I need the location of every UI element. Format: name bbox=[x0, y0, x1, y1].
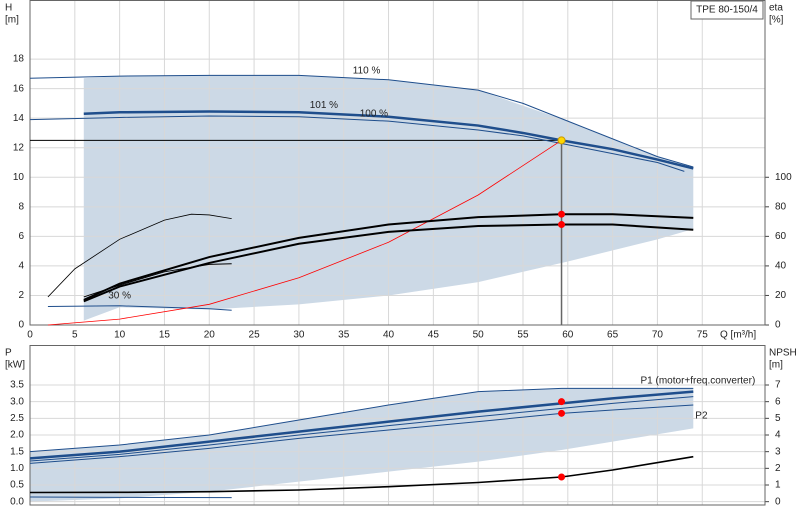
y2-tick-label: 4 bbox=[775, 430, 781, 441]
curve bbox=[29, 390, 694, 460]
curve bbox=[29, 496, 232, 499]
curve bbox=[29, 74, 694, 168]
x-tick-label: 35 bbox=[338, 330, 350, 341]
x-axis-label: Q [m³/h] bbox=[720, 330, 756, 341]
y2-tick-label: 60 bbox=[775, 231, 787, 242]
x-tick-label: 45 bbox=[428, 330, 440, 341]
y-tick-label: 14 bbox=[13, 113, 25, 124]
curve-label: 100 % bbox=[360, 108, 388, 119]
curve bbox=[29, 387, 694, 453]
curve-label: 30 % bbox=[108, 290, 131, 301]
y2-tick-label: 20 bbox=[775, 290, 787, 301]
y2-tick-label: 3 bbox=[775, 446, 781, 457]
curve bbox=[29, 115, 685, 172]
x-tick-label: 30 bbox=[293, 330, 305, 341]
y2-tick-label: 5 bbox=[775, 413, 781, 424]
y2-axis-unit: [m] bbox=[769, 360, 783, 371]
y-tick-label: 1.0 bbox=[10, 463, 24, 474]
y2-tick-label: 1 bbox=[775, 480, 781, 491]
duty-marker bbox=[558, 398, 566, 406]
y-tick-label: 1.5 bbox=[10, 446, 24, 457]
x-tick-label: 65 bbox=[607, 330, 619, 341]
y-tick-label: 3.5 bbox=[10, 380, 24, 391]
curve bbox=[83, 213, 694, 301]
x-tick-label: 20 bbox=[204, 330, 216, 341]
x-tick-label: 0 bbox=[27, 330, 33, 341]
y-axis-label: H bbox=[5, 3, 12, 14]
curve-label: 101 % bbox=[310, 100, 338, 111]
x-tick-label: 55 bbox=[517, 330, 529, 341]
x-tick-label: 5 bbox=[72, 330, 78, 341]
x-tick-label: 25 bbox=[249, 330, 261, 341]
y-tick-label: 16 bbox=[13, 83, 25, 94]
curve bbox=[47, 305, 232, 311]
curve bbox=[83, 110, 694, 170]
x-tick-label: 70 bbox=[652, 330, 664, 341]
duty-marker bbox=[558, 473, 566, 481]
x-tick-label: 75 bbox=[697, 330, 709, 341]
curve bbox=[47, 140, 562, 326]
y2-tick-label: 0 bbox=[775, 320, 781, 331]
y-tick-label: 10 bbox=[13, 172, 25, 183]
title-box bbox=[690, 0, 764, 20]
x-tick-label: 40 bbox=[383, 330, 395, 341]
y-tick-label: 0 bbox=[18, 320, 24, 331]
curve bbox=[83, 223, 694, 303]
plot-frame bbox=[29, 345, 766, 506]
y-tick-label: 2.0 bbox=[10, 430, 24, 441]
y2-tick-label: 0 bbox=[775, 496, 781, 507]
curve bbox=[83, 263, 232, 298]
y2-axis-label: eta bbox=[769, 3, 783, 14]
y-tick-label: 0.5 bbox=[10, 480, 24, 491]
y-tick-label: 3.0 bbox=[10, 396, 24, 407]
curve-label: P2 bbox=[695, 411, 708, 422]
y-tick-label: 12 bbox=[13, 142, 25, 153]
curve bbox=[29, 404, 694, 464]
y2-tick-label: 7 bbox=[775, 380, 781, 391]
curve bbox=[47, 213, 232, 298]
x-tick-label: 60 bbox=[562, 330, 574, 341]
curve bbox=[29, 455, 694, 494]
y-axis-label: P bbox=[5, 348, 12, 359]
y-tick-label: 2.5 bbox=[10, 413, 24, 424]
y-axis-unit: [kW] bbox=[5, 360, 25, 371]
y-tick-label: 2 bbox=[18, 290, 24, 301]
y-axis-unit: [m] bbox=[5, 15, 19, 26]
curve-label: P1 (motor+freq.converter) bbox=[641, 375, 756, 386]
y2-tick-label: 2 bbox=[775, 463, 781, 474]
y2-tick-label: 6 bbox=[775, 396, 781, 407]
y2-tick-label: 80 bbox=[775, 201, 787, 212]
y2-axis-unit: [%] bbox=[769, 15, 784, 26]
x-tick-label: 50 bbox=[473, 330, 485, 341]
operating-point bbox=[557, 136, 566, 145]
chart-title: TPE 80-150/4 bbox=[696, 5, 758, 16]
y2-axis-label: NPSH bbox=[769, 348, 797, 359]
y-tick-label: 8 bbox=[18, 201, 24, 212]
y-tick-label: 18 bbox=[13, 54, 25, 65]
y-tick-label: 6 bbox=[18, 231, 24, 242]
y2-tick-label: 100 bbox=[775, 172, 792, 183]
curve bbox=[29, 396, 694, 462]
x-tick-label: 15 bbox=[159, 330, 171, 341]
duty-marker bbox=[558, 210, 566, 218]
y-tick-label: 4 bbox=[18, 261, 24, 272]
x-tick-label: 10 bbox=[114, 330, 126, 341]
y2-tick-label: 40 bbox=[775, 261, 787, 272]
y-tick-label: 0.0 bbox=[10, 496, 24, 507]
duty-marker bbox=[558, 409, 566, 417]
curve-label: 110 % bbox=[353, 65, 381, 76]
duty-marker bbox=[558, 221, 566, 229]
plot-frame bbox=[29, 0, 766, 326]
